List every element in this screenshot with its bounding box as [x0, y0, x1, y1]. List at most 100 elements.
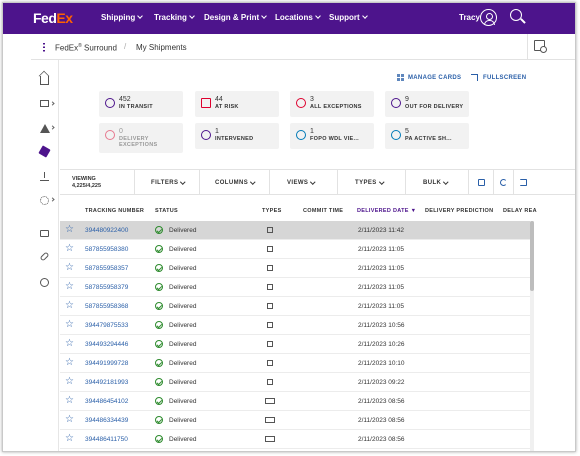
table-row[interactable]: ☆ 394486411750 Delivered 2/11/2023 08:56 [60, 430, 534, 449]
check-circle-icon [155, 435, 163, 443]
tracking-number-link[interactable]: 394480922400 [85, 227, 129, 234]
tracking-number-link[interactable]: 394493294446 [85, 341, 129, 348]
manage-cards-link[interactable]: MANAGE CARDS [408, 75, 462, 81]
card-out-for-delivery[interactable]: 9 OUT FOR DELIVERY [385, 91, 469, 117]
tracking-number-link[interactable]: 587855958379 [85, 284, 129, 291]
package-icon[interactable] [38, 145, 51, 158]
star-icon[interactable]: ☆ [65, 300, 74, 311]
card-at-risk[interactable]: 44 AT RISK [195, 91, 279, 117]
col-commit-time[interactable]: COMMIT TIME [303, 208, 344, 214]
table-row[interactable]: ☆ 394486334439 Delivered 2/11/2023 08:56 [60, 411, 534, 430]
tracking-number-link[interactable]: 394492181993 [85, 379, 129, 386]
undo-icon[interactable] [500, 179, 507, 186]
star-icon[interactable]: ☆ [65, 243, 74, 254]
tracking-number-link[interactable]: 394486454102 [85, 398, 129, 405]
tracking-number-link[interactable]: 587855958368 [85, 303, 129, 310]
nav-tracking[interactable]: Tracking [154, 13, 195, 22]
tracking-number-link[interactable]: 587855958380 [85, 246, 129, 253]
status-text: Delivered [169, 246, 197, 253]
tracking-number-link[interactable]: 394486334439 [85, 417, 129, 424]
table-row[interactable]: ☆ 394491999728 Delivered 2/11/2023 10:10 [60, 354, 534, 373]
save-icon[interactable] [478, 179, 485, 186]
nav-locations[interactable]: Locations [275, 13, 321, 22]
table-row[interactable]: ☆ 394486454102 Delivered 2/11/2023 08:56 [60, 392, 534, 411]
user-name[interactable]: Tracy [459, 13, 480, 22]
scrollbar[interactable] [530, 221, 534, 451]
filters-button[interactable]: FILTERS [151, 178, 186, 186]
expand-icon[interactable] [471, 74, 478, 81]
star-icon[interactable]: ☆ [65, 376, 74, 387]
nav-shipping[interactable]: Shipping [101, 13, 144, 22]
chevron-down-icon [250, 178, 256, 184]
gear-icon[interactable] [40, 196, 49, 205]
chevron-down-icon [189, 13, 195, 19]
fedex-logo[interactable]: FedEx [33, 10, 73, 26]
card-intervened[interactable]: 1 INTERVENED [195, 123, 279, 149]
star-icon[interactable]: ☆ [65, 414, 74, 425]
star-icon[interactable]: ☆ [65, 338, 74, 349]
table-row[interactable]: ☆ 587855958380 Delivered 2/11/2023 11:05 [60, 240, 534, 259]
warning-icon[interactable] [40, 124, 50, 133]
breadcrumb-app[interactable]: FedEx® Surround [55, 43, 117, 53]
tracking-number-link[interactable]: 587855958357 [85, 265, 129, 272]
star-icon[interactable]: ☆ [65, 433, 74, 444]
table-row[interactable]: ☆ 394479875533 Delivered 2/11/2023 10:56 [60, 316, 534, 335]
chevron-right-icon[interactable] [50, 197, 55, 202]
views-button[interactable]: VIEWS [287, 178, 316, 186]
freight-icon [265, 417, 275, 423]
table-row[interactable]: ☆ 587855958368 Delivered 2/11/2023 11:05 [60, 297, 534, 316]
chevron-right-icon[interactable] [50, 101, 55, 106]
chat-icon[interactable] [40, 230, 49, 237]
check-circle-icon [155, 359, 163, 367]
status-text: Delivered [169, 436, 197, 443]
columns-button[interactable]: COLUMNS [215, 178, 256, 186]
card-in-transit[interactable]: 452 IN TRANSIT [99, 91, 183, 117]
star-icon[interactable]: ☆ [65, 224, 74, 235]
truck-icon [391, 98, 401, 108]
col-tracking-number[interactable]: TRACKING NUMBER [85, 208, 145, 214]
nav-design-print[interactable]: Design & Print [204, 13, 267, 22]
bulk-button[interactable]: BULK [423, 178, 449, 186]
scrollbar-thumb[interactable] [530, 221, 534, 291]
col-delay-reason[interactable]: DELAY REA [503, 208, 537, 214]
calendar-search-icon[interactable] [534, 40, 547, 53]
star-icon[interactable]: ☆ [65, 395, 74, 406]
star-icon[interactable]: ☆ [65, 319, 74, 330]
check-circle-icon [155, 264, 163, 272]
types-button[interactable]: TYPES [355, 178, 384, 186]
col-status[interactable]: STATUS [155, 208, 178, 214]
download-icon[interactable] [40, 172, 49, 181]
table-row[interactable]: ☆ 394480922400 Delivered 2/11/2023 11:42 [60, 221, 534, 240]
table-row[interactable]: ☆ 587855958379 Delivered 2/11/2023 11:05 [60, 278, 534, 297]
star-icon[interactable]: ☆ [65, 281, 74, 292]
col-types[interactable]: TYPES [262, 208, 282, 214]
col-delivery-prediction[interactable]: DELIVERY PREDICTION [425, 208, 494, 214]
clock-icon[interactable] [40, 278, 49, 287]
card-fopo-wdl-view[interactable]: 1 FOPO WDL VIE... [290, 123, 374, 149]
col-delivered-date[interactable]: DELIVERED DATE ▼ [357, 208, 417, 214]
table-row[interactable]: ☆ 587855958357 Delivered 2/11/2023 11:05 [60, 259, 534, 278]
account-icon[interactable] [480, 9, 497, 26]
table-row[interactable]: ☆ 394493294446 Delivered 2/11/2023 10:26 [60, 335, 534, 354]
link-icon[interactable] [39, 251, 50, 262]
tracking-number-link[interactable]: 394486411750 [85, 436, 128, 443]
card-delivery-exceptions[interactable]: 0 DELIVERY EXCEPTIONS [99, 123, 183, 153]
tracking-number-link[interactable]: 394491999728 [85, 360, 129, 367]
tracking-number-link[interactable]: 394479875533 [85, 322, 129, 329]
star-icon[interactable]: ☆ [65, 357, 74, 368]
divider [493, 170, 494, 194]
search-icon[interactable] [510, 9, 522, 21]
card-pa-active-shipments[interactable]: 5 PA ACTIVE SH... [385, 123, 469, 149]
card-all-exceptions[interactable]: 3 ALL EXCEPTIONS [290, 91, 374, 117]
nav-support[interactable]: Support [329, 13, 368, 22]
fullscreen-link[interactable]: FULLSCREEN [483, 75, 527, 81]
export-icon[interactable] [520, 179, 527, 186]
table-row[interactable]: ☆ 394492181993 Delivered 2/11/2023 09:22 [60, 373, 534, 392]
check-circle-icon [155, 283, 163, 291]
star-icon[interactable]: ☆ [65, 262, 74, 273]
kebab-menu-icon[interactable] [43, 42, 45, 52]
monitor-icon[interactable] [40, 100, 49, 107]
grid-icon[interactable] [397, 74, 404, 81]
home-icon[interactable] [40, 76, 49, 85]
chevron-right-icon[interactable] [50, 125, 55, 130]
